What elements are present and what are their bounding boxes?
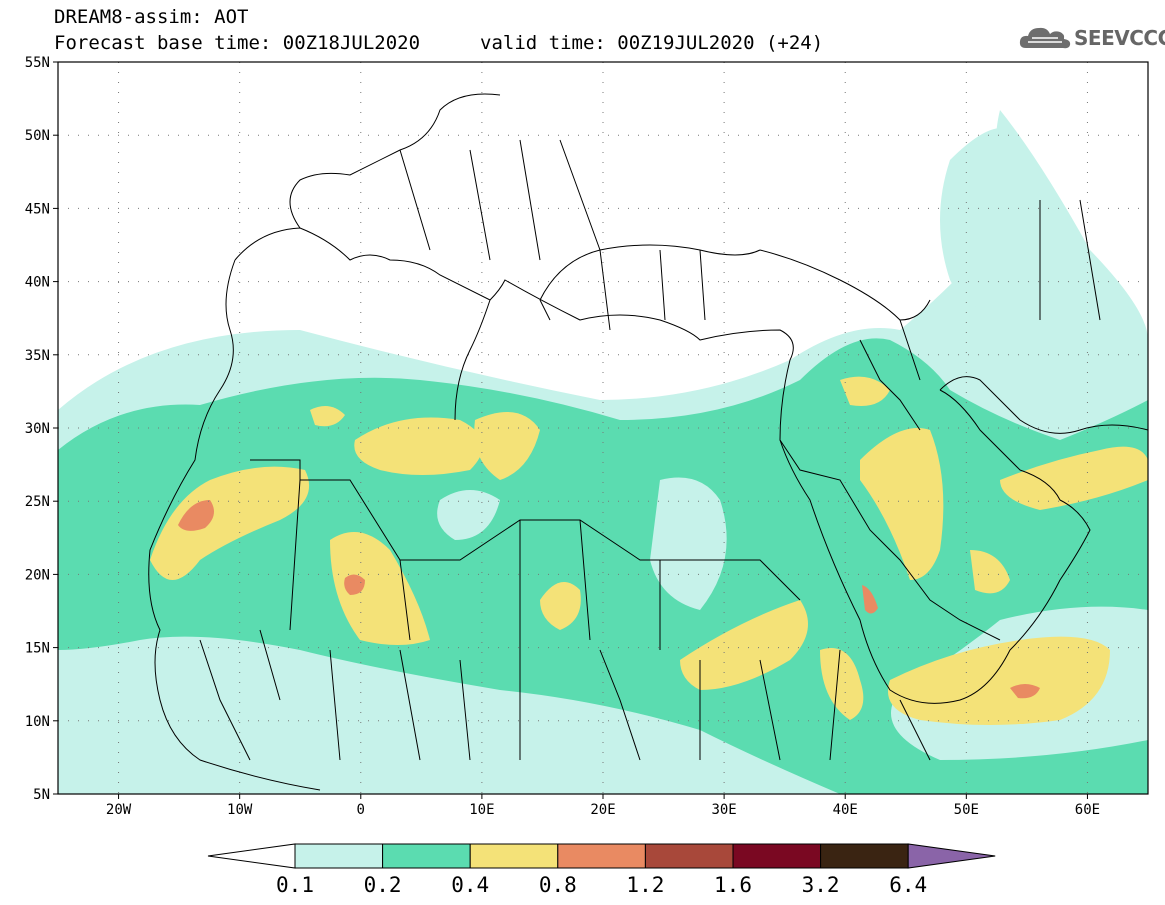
colorbar-swatch bbox=[294, 843, 384, 869]
colorbar: 0.1 0.2 0.4 0.8 1.2 1.6 3.2 6.4 bbox=[207, 843, 996, 897]
colorbar-level-label: 0.8 bbox=[539, 873, 577, 897]
lon-tick-label: 10W bbox=[227, 802, 253, 818]
lat-tick-label: 5N bbox=[33, 787, 50, 803]
gridlines bbox=[58, 62, 1148, 794]
colorbar-swatch bbox=[557, 843, 646, 869]
colorbar-swatch bbox=[732, 843, 822, 869]
colorbar-swatch bbox=[820, 843, 909, 869]
lon-tick-label: 50E bbox=[954, 802, 979, 818]
longitude-ticks: 20W 10W 0 10E 20E 30E 40E 50E 60E bbox=[106, 794, 1100, 818]
lon-tick-label: 40E bbox=[833, 802, 858, 818]
colorbar-swatch bbox=[644, 843, 734, 869]
colorbar-level-label: 0.1 bbox=[276, 873, 314, 897]
colorbar-level-label: 0.4 bbox=[451, 873, 489, 897]
colorbar-swatch bbox=[469, 843, 559, 869]
colorbar-level-label: 1.6 bbox=[714, 873, 752, 897]
base-time: Forecast base time: 00Z18JUL2020 bbox=[54, 32, 421, 54]
aot-band-0.8 bbox=[178, 500, 1040, 699]
coastlines bbox=[148, 93, 1148, 791]
colorbar-swatch bbox=[382, 843, 471, 869]
lon-tick-label: 20E bbox=[590, 802, 615, 818]
lat-tick-label: 25N bbox=[25, 494, 50, 510]
valid-time: valid time: 00Z19JUL2020 (+24) bbox=[480, 32, 824, 54]
lon-tick-label: 0 bbox=[357, 802, 365, 818]
lon-tick-label: 30E bbox=[711, 802, 736, 818]
lat-tick-label: 10N bbox=[25, 714, 50, 730]
colorbar-level-label: 0.2 bbox=[364, 873, 402, 897]
colorbar-low-arrow bbox=[207, 843, 296, 869]
cloud-icon bbox=[1019, 27, 1071, 49]
lat-tick-label: 50N bbox=[25, 128, 50, 144]
colorbar-high-arrow bbox=[907, 843, 996, 869]
dust-field bbox=[58, 62, 1148, 794]
colorbar-level-label: 3.2 bbox=[802, 873, 840, 897]
lon-tick-label: 60E bbox=[1075, 802, 1100, 818]
lat-tick-label: 30N bbox=[25, 421, 50, 437]
colorbar-level-label: 1.2 bbox=[626, 873, 664, 897]
logo-text: SEEVCCC bbox=[1074, 26, 1165, 50]
latitude-ticks: 55N 50N 45N 40N 35N 30N 25N 20N 15N 10N 5N bbox=[25, 55, 58, 803]
lon-tick-label: 20W bbox=[106, 802, 132, 818]
colorbar-level-label: 6.4 bbox=[889, 873, 927, 897]
map-title: DREAM8-assim: AOT bbox=[54, 6, 249, 28]
lon-tick-label: 10E bbox=[469, 802, 494, 818]
lat-tick-label: 15N bbox=[25, 641, 50, 657]
lat-tick-label: 45N bbox=[25, 201, 50, 217]
lat-tick-label: 20N bbox=[25, 567, 50, 583]
seevccc-logo: SEEVCCC bbox=[1018, 24, 1165, 54]
time-line: Forecast base time: 00Z18JUL2020 valid ti… bbox=[54, 32, 823, 54]
lat-tick-label: 40N bbox=[25, 275, 50, 291]
lat-tick-label: 55N bbox=[25, 55, 50, 71]
lat-tick-label: 35N bbox=[25, 348, 50, 364]
